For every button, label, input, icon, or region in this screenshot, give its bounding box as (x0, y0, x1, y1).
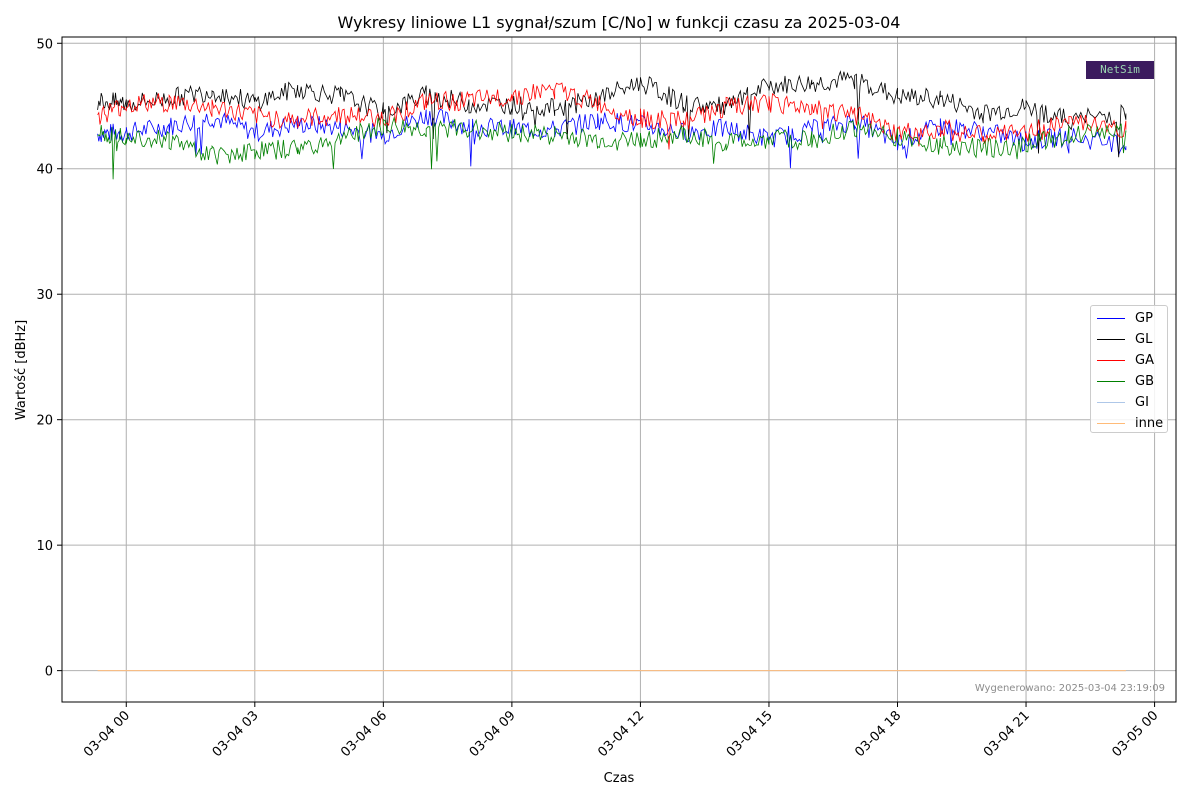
y-axis-ticks: 0 10 20 30 40 50 (36, 37, 62, 680)
x-tick-label: 03-04 21 (981, 708, 1033, 760)
legend-swatch (1097, 318, 1125, 319)
legend-item-gl: GL (1091, 329, 1167, 350)
x-tick-label: 03-04 15 (724, 708, 776, 760)
legend-item-ga: GA (1091, 350, 1167, 371)
y-tick-label: 40 (36, 163, 53, 178)
legend-label: inne (1135, 416, 1164, 431)
x-tick-label: 03-04 18 (852, 708, 904, 760)
y-tick-label: 0 (45, 665, 53, 680)
legend-label: GA (1135, 353, 1154, 368)
x-axis-label: Czas (604, 771, 635, 786)
legend-swatch (1097, 360, 1125, 361)
plot-area-frame (61, 36, 1177, 703)
legend-item-inne: inne (1091, 413, 1167, 434)
x-axis-ticks: 03-04 00 03-04 03 03-04 06 03-04 09 03-04 12… (81, 702, 1161, 760)
legend-item-gp: GP (1091, 308, 1167, 329)
generated-timestamp: Wygenerowano: 2025-03-04 23:19:09 (974, 683, 1165, 694)
y-tick-label: 30 (36, 288, 53, 303)
y-axis-label: Wartość [dBHz] (14, 320, 29, 420)
series-lines (97, 70, 1127, 672)
y-tick-label: 50 (36, 37, 53, 52)
netsim-logo: NetSim (1086, 61, 1154, 79)
x-tick-label: 03-04 00 (81, 708, 133, 760)
y-tick-label: 20 (36, 414, 53, 429)
legend-label: GI (1135, 395, 1149, 410)
series-line-gb (97, 116, 1127, 180)
legend-swatch (1097, 423, 1125, 424)
series-line-ga (97, 82, 1127, 150)
x-tick-label: 03-04 09 (467, 708, 519, 760)
chart-title: Wykresy liniowe L1 sygnał/szum [C/No] w … (338, 13, 901, 32)
legend-item-gb: GB (1091, 371, 1167, 392)
legend: GP GL GA GB GI inne (1090, 305, 1168, 433)
legend-item-gi: GI (1091, 392, 1167, 413)
x-tick-label: 03-04 03 (210, 708, 262, 760)
legend-label: GB (1135, 374, 1154, 389)
legend-label: GP (1135, 311, 1153, 326)
legend-swatch (1097, 381, 1125, 382)
legend-swatch (1097, 402, 1125, 403)
x-tick-label: 03-05 00 (1109, 708, 1161, 760)
legend-swatch (1097, 339, 1125, 340)
series-line-gp (97, 108, 1127, 169)
y-tick-label: 10 (36, 539, 53, 554)
legend-label: GL (1135, 332, 1153, 347)
x-tick-label: 03-04 06 (338, 708, 390, 760)
series-line-gl (97, 70, 1127, 158)
x-tick-label: 03-04 12 (595, 708, 647, 760)
